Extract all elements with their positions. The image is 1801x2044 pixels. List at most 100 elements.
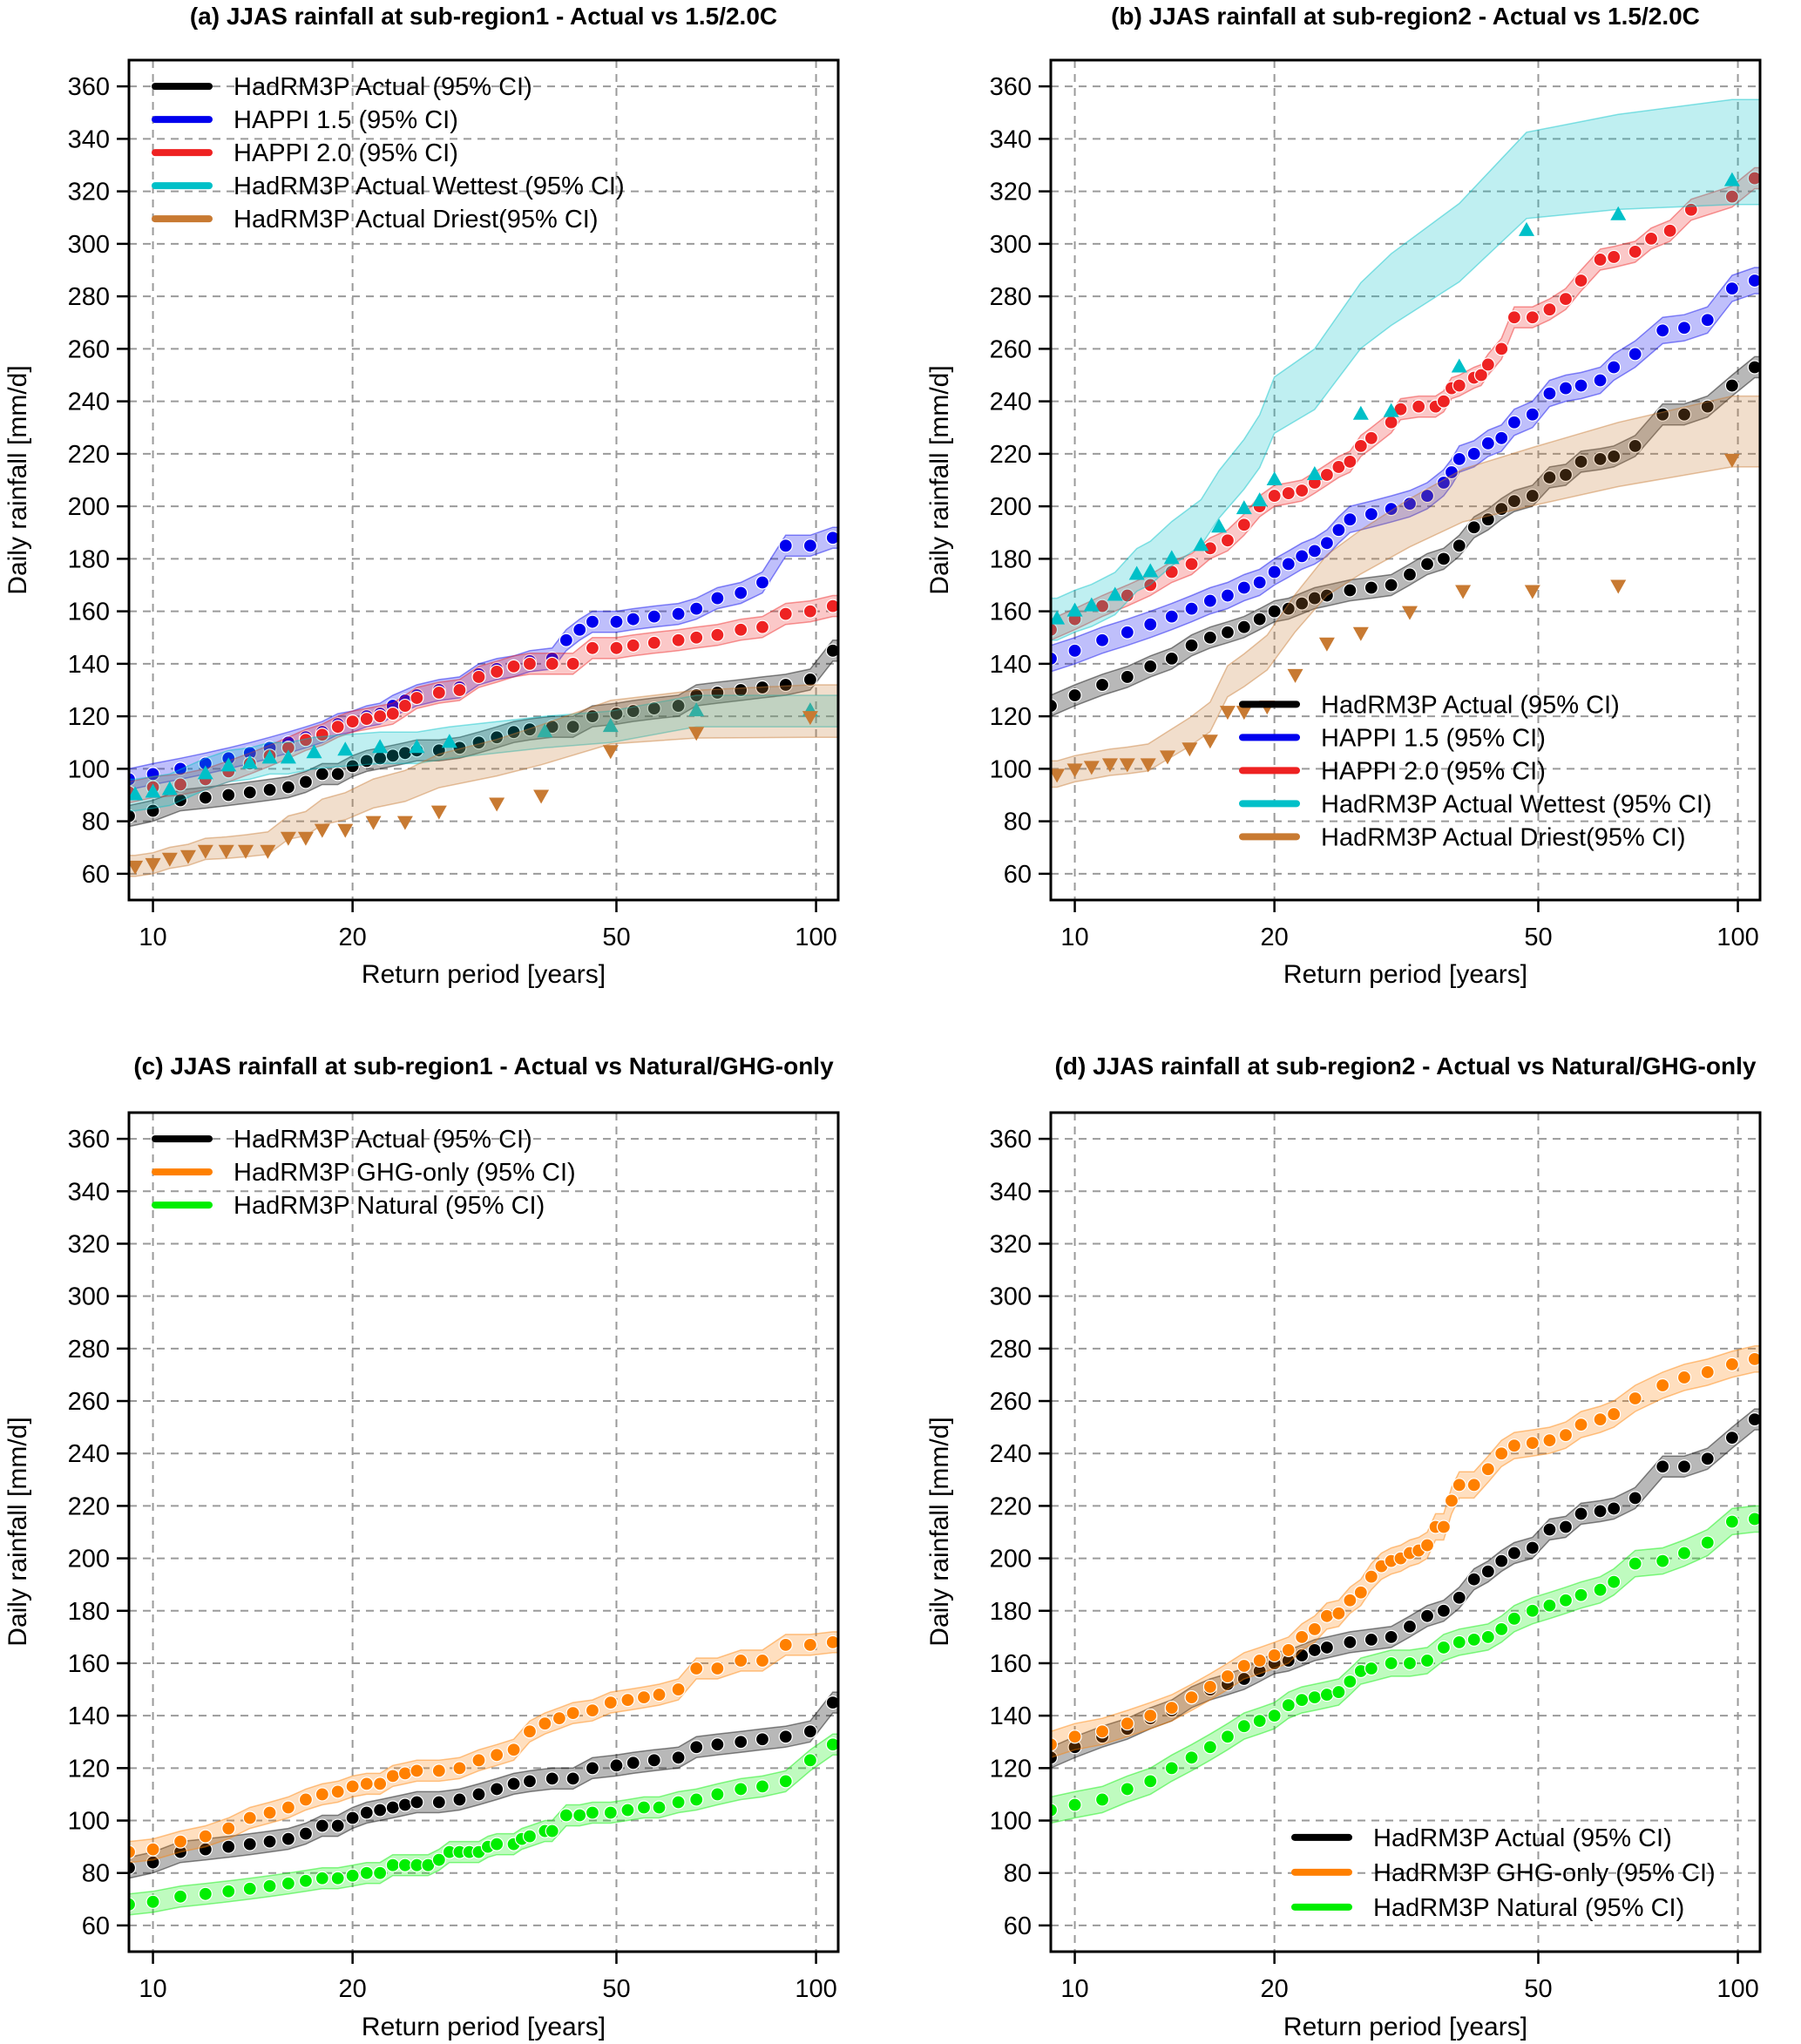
data-point — [262, 1834, 277, 1849]
y-tick-label: 360 — [68, 1126, 110, 1154]
data-point — [755, 1779, 770, 1794]
y-tick-label: 100 — [68, 1808, 110, 1836]
data-point — [281, 1800, 295, 1815]
y-tick-label: 160 — [68, 599, 110, 626]
data-point — [330, 1871, 345, 1885]
data-point — [671, 606, 686, 621]
data-point — [1494, 1446, 1509, 1461]
data-point — [1452, 378, 1466, 393]
legend-label: HAPPI 1.5 (95% CI) — [234, 106, 458, 134]
x-tick-label: 20 — [339, 924, 367, 951]
data-point — [1143, 578, 1158, 592]
data-point — [1494, 1553, 1509, 1568]
data-point — [1747, 1411, 1760, 1427]
data-point — [1747, 171, 1760, 186]
data-point — [1593, 1504, 1608, 1519]
data-point — [1607, 1501, 1622, 1516]
data-point — [359, 1865, 374, 1880]
data-point-triangle-up — [1266, 471, 1283, 485]
data-point — [671, 633, 686, 647]
x-tick-label: 50 — [1524, 924, 1552, 951]
data-point — [1558, 1519, 1574, 1534]
data-point — [221, 1821, 236, 1836]
data-point — [710, 1787, 725, 1802]
y-tick-label: 300 — [990, 231, 1032, 259]
data-point-triangle-down — [129, 860, 144, 875]
panel-a-grid — [129, 60, 838, 900]
data-point — [1236, 619, 1251, 634]
data-point — [146, 1842, 160, 1857]
legend-item: HadRM3P Actual Driest(95% CI) — [152, 206, 599, 234]
data-point — [538, 1716, 552, 1731]
data-point — [1252, 612, 1267, 626]
data-point — [1353, 1585, 1368, 1600]
panel-d-title: (d) JJAS rainfall at sub-region2 - Actua… — [1055, 1052, 1757, 1080]
data-point — [506, 659, 521, 673]
data-point-triangle-up — [1518, 221, 1534, 236]
legend-item: HadRM3P Natural (95% CI) — [152, 1192, 545, 1220]
legend-item: HadRM3P Actual (95% CI) — [152, 73, 532, 101]
data-point — [1628, 347, 1642, 362]
data-point — [1120, 1782, 1134, 1797]
data-point — [1628, 1556, 1642, 1571]
data-point — [1542, 302, 1557, 317]
data-point — [1452, 1590, 1466, 1605]
data-point — [1319, 536, 1335, 551]
data-point — [345, 1810, 360, 1825]
data-point — [1676, 1370, 1692, 1385]
data-point-triangle-down — [1066, 763, 1083, 778]
data-point — [565, 720, 580, 734]
data-point — [1466, 520, 1481, 535]
y-tick-label: 100 — [990, 1808, 1032, 1836]
x-tick-label: 10 — [139, 924, 166, 951]
data-point-triangle-down — [1352, 626, 1369, 641]
data-point — [1480, 436, 1495, 450]
data-point — [242, 1837, 257, 1851]
data-point — [298, 775, 314, 789]
data-point — [315, 1818, 329, 1833]
data-point — [315, 1787, 329, 1802]
data-point-triangle-up — [129, 786, 144, 801]
data-point — [1525, 407, 1540, 422]
data-point — [298, 1826, 314, 1841]
data-point — [1574, 273, 1588, 288]
legend-label: HadRM3P Actual (95% CI) — [234, 1126, 532, 1154]
y-tick-label: 240 — [990, 1440, 1032, 1468]
data-point — [1094, 1724, 1110, 1739]
data-point-triangle-up — [280, 749, 296, 764]
data-point — [1700, 1364, 1715, 1380]
data-point — [559, 633, 573, 647]
data-point — [1542, 1522, 1557, 1537]
data-point-triangle-up — [1451, 358, 1467, 373]
data-point — [1655, 1553, 1670, 1568]
data-point — [545, 656, 559, 671]
legend-item: HadRM3P GHG-only (95% CI) — [152, 1159, 576, 1187]
data-point — [647, 1753, 661, 1768]
data-point — [1067, 1729, 1082, 1744]
y-tick-label: 160 — [990, 599, 1032, 626]
data-point — [1319, 1608, 1335, 1623]
data-point — [1452, 1635, 1466, 1649]
data-point-triangle-down — [1119, 758, 1135, 773]
data-point — [1747, 360, 1760, 375]
data-point — [1184, 557, 1199, 572]
data-point-triangle-down — [365, 816, 382, 830]
data-point — [1295, 596, 1310, 611]
legend-item: HadRM3P Actual (95% CI) — [1239, 691, 1620, 719]
y-tick-label: 60 — [82, 1912, 110, 1940]
data-point-triangle-down — [1401, 606, 1418, 620]
data-point — [1574, 378, 1588, 393]
data-point — [1628, 438, 1642, 453]
data-point — [1184, 1689, 1199, 1705]
data-point — [1607, 449, 1622, 464]
data-point — [1574, 1506, 1588, 1521]
x-tick-label: 10 — [139, 1975, 166, 2003]
ci-band — [1051, 395, 1760, 788]
x-tick-label: 100 — [1716, 1975, 1758, 2003]
panel-a-ylabel: Daily rainfall [mm/d] — [3, 365, 32, 594]
data-point — [490, 664, 504, 680]
y-tick-label: 220 — [68, 441, 110, 469]
data-point — [636, 1689, 652, 1705]
data-point — [1267, 1709, 1282, 1723]
data-point — [221, 788, 236, 802]
